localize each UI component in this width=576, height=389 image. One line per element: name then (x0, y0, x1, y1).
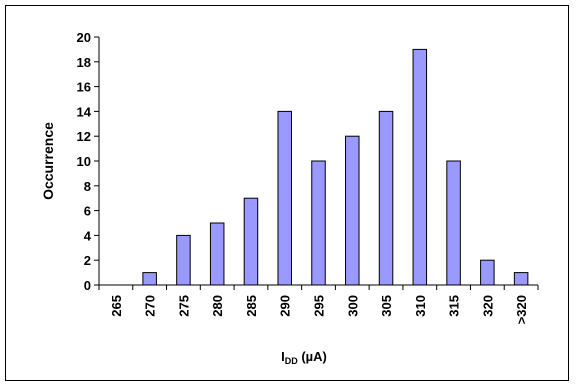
bar->320 (513, 272, 529, 286)
y-tick-label: 20 (77, 30, 91, 45)
y-tick-label: 0 (84, 278, 91, 293)
x-tick-label: 295 (312, 295, 327, 317)
bar-310 (412, 48, 428, 286)
y-tick-label: 4 (84, 228, 92, 243)
x-axis-label-main: I (281, 349, 285, 364)
bar-315 (446, 160, 461, 286)
y-ticks-group: 0 2 4 6 8 10 12 14 16 18 20 (77, 30, 99, 293)
bar-295 (311, 160, 326, 286)
bar-320 (480, 259, 495, 286)
x-tick-label: 300 (345, 295, 360, 317)
bar-270 (142, 272, 157, 286)
x-tick-label: 275 (176, 295, 191, 317)
y-tick-label: 12 (77, 129, 91, 144)
bar-285 (243, 197, 259, 286)
x-tick-label: >320 (514, 295, 529, 324)
x-tick-label: 285 (244, 295, 259, 317)
y-axis-label: Occurrence (40, 122, 56, 200)
x-tick-label: 310 (413, 295, 428, 317)
x-axis-label-sub: DD (285, 356, 298, 366)
x-tick-label: 265 (109, 295, 124, 317)
y-tick-label: 2 (84, 253, 91, 268)
x-tick-label: 290 (278, 295, 293, 317)
bar-305 (378, 110, 394, 286)
x-axis-label-rest: (µA) (298, 349, 327, 364)
x-axis-label: IDD (µA) (281, 349, 327, 366)
y-tick-label: 16 (77, 80, 91, 95)
x-tick-label: 280 (210, 295, 225, 317)
y-tick-label: 14 (77, 104, 92, 119)
x-tick-label: 320 (480, 295, 495, 317)
y-tick-label: 6 (84, 204, 91, 219)
bars-group (142, 48, 529, 286)
bar-280 (209, 222, 225, 286)
x-ticks-group: 265 270 275 280 285 290 295 300 305 310 315 320 >320 (98, 285, 539, 324)
x-tick-label: 270 (143, 295, 158, 317)
bar-290 (277, 110, 292, 286)
bar-275 (176, 234, 191, 286)
x-tick-label: 315 (447, 295, 462, 317)
y-tick-label: 8 (84, 179, 91, 194)
x-tick-label: 305 (379, 295, 394, 317)
y-tick-label: 18 (77, 55, 91, 70)
y-tick-label: 10 (77, 154, 91, 169)
bar-300 (345, 135, 360, 286)
